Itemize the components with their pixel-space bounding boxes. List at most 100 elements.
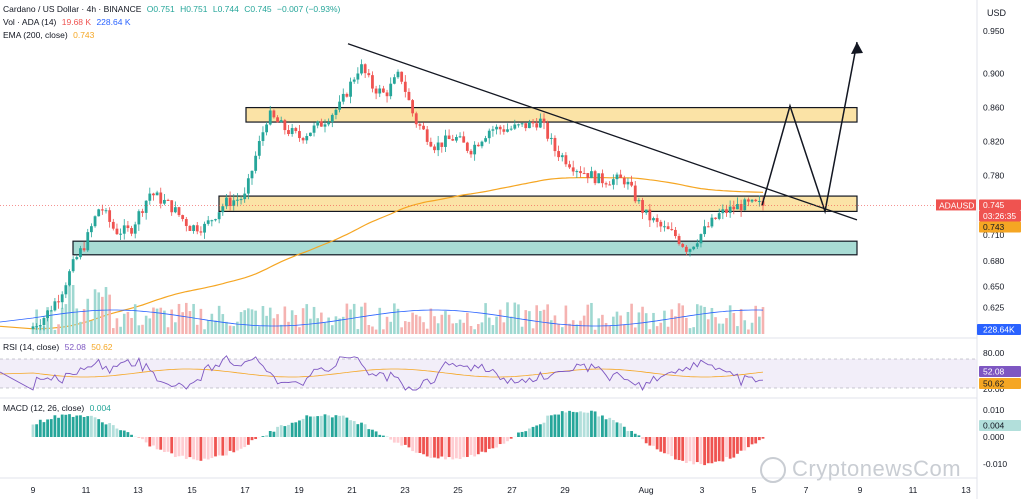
macd-histogram-bar bbox=[203, 437, 206, 459]
volume-bar bbox=[477, 324, 480, 334]
volume-bar bbox=[181, 312, 184, 334]
volume-bar bbox=[747, 329, 750, 334]
volume-bar bbox=[137, 325, 141, 334]
candle-body bbox=[498, 126, 502, 130]
candle-body bbox=[392, 77, 396, 84]
candle-body bbox=[757, 200, 761, 202]
candle-body bbox=[447, 135, 451, 140]
macd-histogram-bar bbox=[341, 415, 345, 437]
macd-histogram-bar bbox=[458, 437, 462, 459]
volume-bar bbox=[608, 325, 611, 334]
macd-histogram-bar bbox=[761, 437, 765, 439]
macd-histogram-bar bbox=[217, 437, 221, 456]
candle-body bbox=[619, 174, 623, 178]
candle-body bbox=[520, 123, 524, 125]
volume-bar bbox=[141, 324, 144, 334]
volume-bar bbox=[338, 318, 341, 334]
macd-histogram-bar bbox=[38, 419, 42, 437]
volume-bar bbox=[447, 314, 451, 334]
macd-histogram-bar bbox=[692, 437, 696, 465]
price-tick-label: 0.950 bbox=[983, 26, 1005, 36]
candle-body bbox=[371, 75, 374, 89]
candle-body bbox=[217, 212, 221, 220]
ema-label: EMA (200, close) bbox=[3, 30, 68, 40]
macd-histogram-bar bbox=[626, 431, 630, 437]
volume-bar bbox=[185, 302, 188, 334]
volume-bar bbox=[393, 303, 396, 334]
macd-histogram-bar bbox=[57, 417, 60, 437]
volume-bar bbox=[484, 303, 487, 334]
macd-histogram-bar bbox=[35, 424, 39, 437]
candle-body bbox=[35, 326, 39, 328]
candle-body bbox=[119, 233, 122, 235]
macd-histogram-bar bbox=[648, 437, 652, 446]
volume-bar bbox=[31, 327, 35, 334]
volume-bar bbox=[699, 305, 703, 334]
candle-body bbox=[648, 209, 652, 221]
macd-histogram-bar bbox=[104, 424, 108, 437]
candle-body bbox=[495, 126, 498, 130]
volume-bar bbox=[429, 308, 433, 334]
candle-body bbox=[688, 249, 692, 252]
macd-histogram-bar bbox=[666, 437, 670, 455]
macd-histogram-bar bbox=[418, 437, 422, 453]
countdown-badge: 03:26:35 bbox=[983, 211, 1016, 221]
macd-histogram-bar bbox=[115, 428, 119, 437]
candle-body bbox=[181, 215, 185, 220]
macd-histogram-bar bbox=[170, 437, 174, 454]
macd-histogram-bar bbox=[166, 437, 170, 452]
candle-body bbox=[148, 193, 152, 201]
volume-bar bbox=[265, 315, 268, 334]
macd-histogram-bar bbox=[378, 434, 382, 437]
volume-bar bbox=[425, 328, 429, 334]
candle-body bbox=[721, 209, 725, 214]
macd-histogram-bar bbox=[411, 437, 414, 452]
macd-histogram-bar bbox=[480, 437, 484, 452]
time-tick-label: 3 bbox=[700, 485, 705, 495]
rsi-badge-b-bg bbox=[979, 378, 1021, 389]
candle-body bbox=[93, 216, 97, 227]
candle-body bbox=[743, 199, 747, 211]
candle-body bbox=[506, 129, 509, 132]
macd-histogram-bar bbox=[159, 437, 163, 450]
volume-bar bbox=[487, 317, 491, 334]
ema-line bbox=[0, 176, 764, 330]
macd-histogram-bar bbox=[49, 419, 53, 437]
volume-bar bbox=[542, 309, 546, 334]
macd-histogram-bar bbox=[739, 437, 743, 451]
volume-bar bbox=[268, 307, 272, 334]
candle-body bbox=[608, 184, 612, 186]
candle-body bbox=[82, 248, 86, 251]
volume-bar bbox=[670, 309, 674, 334]
symbol-line: Cardano / US Dollar · 4h · BINANCE bbox=[3, 4, 142, 14]
candle-body bbox=[414, 113, 418, 125]
macd-histogram-bar bbox=[684, 437, 688, 464]
macd-histogram-bar bbox=[86, 416, 90, 437]
candle-body bbox=[528, 122, 531, 129]
candle-body bbox=[356, 73, 360, 80]
candle-body bbox=[604, 183, 608, 185]
candle-body bbox=[38, 325, 42, 327]
macd-histogram-bar bbox=[330, 417, 334, 437]
macd-histogram-bar bbox=[688, 437, 692, 462]
volume-bar bbox=[236, 321, 239, 334]
candle-body bbox=[513, 124, 517, 129]
volume-bar bbox=[188, 311, 192, 334]
candle-body bbox=[64, 285, 68, 295]
candle-body bbox=[250, 170, 254, 179]
candle-body bbox=[60, 294, 64, 303]
macd-histogram-bar bbox=[239, 437, 243, 449]
volume-bar bbox=[648, 329, 652, 334]
volume-bar bbox=[754, 305, 757, 334]
time-tick-label: 21 bbox=[347, 485, 357, 495]
volume-bar bbox=[436, 323, 440, 334]
rsi-value-1: 52.08 bbox=[64, 342, 86, 352]
volume-bar bbox=[579, 320, 582, 334]
macd-histogram-bar bbox=[425, 437, 429, 457]
candle-body bbox=[571, 167, 575, 172]
macd-histogram-bar bbox=[82, 417, 86, 437]
volume-bar bbox=[743, 320, 747, 334]
macd-histogram-bar bbox=[210, 437, 214, 459]
volume-bar bbox=[360, 306, 363, 334]
